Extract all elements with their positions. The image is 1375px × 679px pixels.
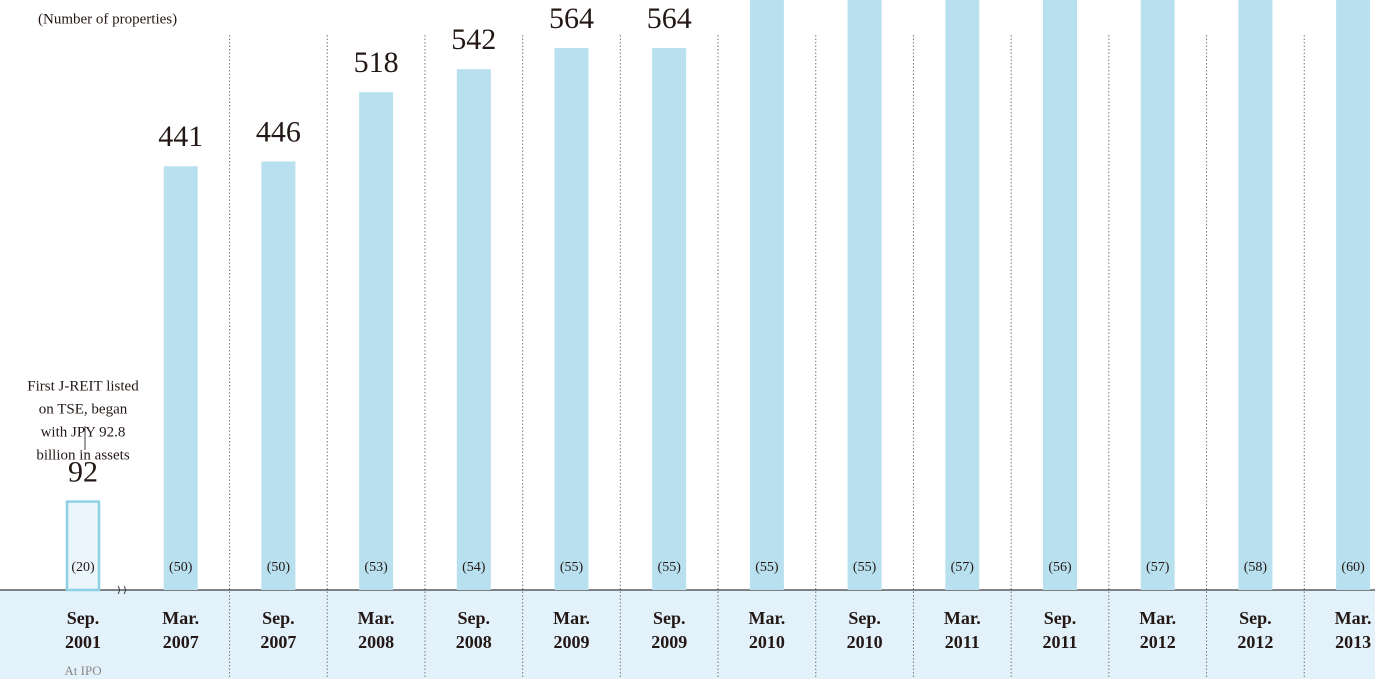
bar — [163, 166, 198, 590]
bar — [456, 69, 491, 590]
annotation: on TSE, began — [39, 401, 128, 417]
count-label: (55) — [658, 560, 682, 575]
axis-break — [117, 585, 126, 595]
x-tick-label: 2012 — [1237, 632, 1273, 652]
bar — [749, 0, 784, 591]
value-label: 92 — [68, 455, 98, 488]
count-label: (50) — [267, 560, 291, 575]
annotation: billion in assets — [36, 447, 129, 463]
value-label: 446 — [256, 115, 301, 148]
x-tick-label: 2009 — [554, 632, 590, 652]
x-tick-label: 2012 — [1140, 632, 1176, 652]
bar — [1238, 0, 1273, 591]
value-label: 441 — [158, 120, 203, 153]
x-tick-label: Sep. — [1239, 608, 1272, 628]
x-tick-label: 2009 — [651, 632, 687, 652]
x-tick-label: 2011 — [945, 632, 980, 652]
x-tick-label: Sep. — [653, 608, 686, 628]
x-tick-label: 2010 — [749, 632, 785, 652]
x-tick-label: Mar. — [748, 608, 785, 628]
count-label: (58) — [1244, 560, 1268, 575]
bar — [945, 0, 980, 591]
bar — [1336, 0, 1371, 591]
count-label: (57) — [951, 560, 975, 575]
x-tick-label: Sep. — [67, 608, 100, 628]
x-tick-label: Mar. — [1335, 608, 1372, 628]
count-label: (56) — [1048, 560, 1072, 575]
bar — [652, 48, 687, 591]
x-tick-label: 2011 — [1042, 632, 1077, 652]
count-label: (55) — [755, 560, 779, 575]
annotation: with JPY 92.8 — [41, 424, 126, 440]
x-tick-label: Sep. — [1044, 608, 1077, 628]
x-tick-label: Mar. — [944, 608, 981, 628]
x-tick-label: 2008 — [456, 632, 492, 652]
bar — [554, 48, 589, 591]
count-label: (53) — [364, 560, 388, 575]
bar — [261, 161, 296, 590]
x-tick-label: 2007 — [260, 632, 296, 652]
value-label: 564 — [647, 2, 692, 35]
x-tick-label: Sep. — [458, 608, 491, 628]
value-label: 564 — [549, 2, 594, 35]
x-tick-label: Mar. — [553, 608, 590, 628]
count-label: (50) — [169, 560, 193, 575]
bar — [1043, 0, 1077, 590]
subtitle: (Number of properties) — [38, 11, 177, 27]
x-tick-label: 2008 — [358, 632, 394, 652]
bar — [1140, 0, 1175, 590]
x-tick-label: 2010 — [847, 632, 883, 652]
count-label: (60) — [1341, 560, 1365, 575]
x-tick-label: Mar. — [162, 608, 199, 628]
count-label: (54) — [462, 560, 486, 575]
x-tick-label: 2013 — [1335, 632, 1371, 652]
bar — [847, 0, 882, 591]
bar — [359, 92, 394, 590]
x-tick-label: Mar. — [358, 608, 395, 628]
x-tick-label: 2001 — [65, 632, 101, 652]
value-label: 518 — [354, 46, 399, 79]
x-tick-label: Sep. — [848, 608, 881, 628]
count-label: (57) — [1146, 560, 1170, 575]
annotation: First J-REIT listed — [27, 378, 139, 394]
ipo-note: At IPO — [64, 663, 101, 678]
x-tick-label: Sep. — [262, 608, 295, 628]
x-tick-label: 2007 — [163, 632, 199, 652]
bar — [65, 500, 101, 592]
count-label: (20) — [71, 560, 95, 575]
count-label: (55) — [560, 560, 584, 575]
x-tick-label: Mar. — [1139, 608, 1176, 628]
value-label: 542 — [451, 23, 496, 56]
count-label: (55) — [853, 560, 877, 575]
